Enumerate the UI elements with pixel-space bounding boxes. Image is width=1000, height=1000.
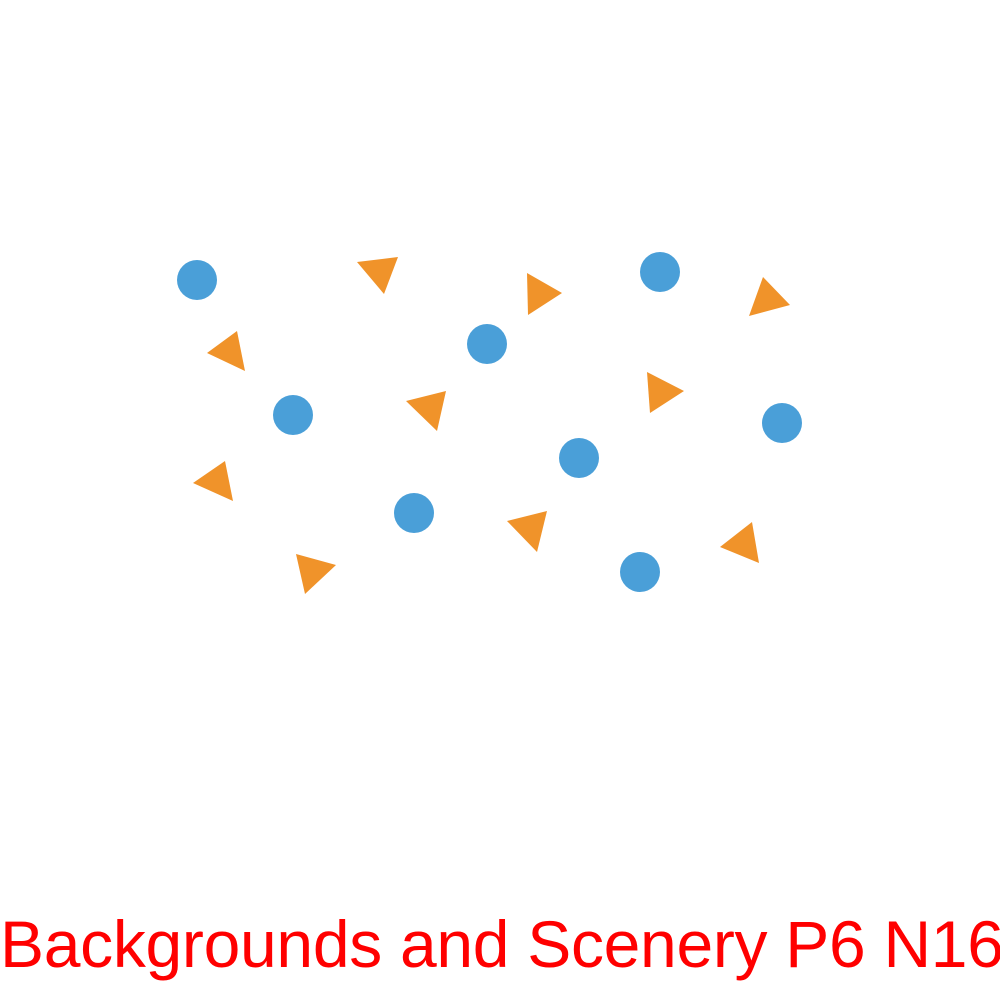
blue-circle bbox=[467, 324, 507, 364]
orange-triangle bbox=[193, 461, 233, 501]
blue-circle bbox=[559, 438, 599, 478]
blue-circle bbox=[273, 395, 313, 435]
triangle-group bbox=[193, 257, 790, 594]
blue-circle bbox=[620, 552, 660, 592]
caption-text: Backgrounds and Scenery P6 N16 bbox=[0, 907, 1000, 981]
orange-triangle bbox=[749, 277, 790, 316]
orange-triangle bbox=[207, 331, 245, 371]
orange-triangle bbox=[296, 554, 336, 594]
orange-triangle bbox=[406, 391, 446, 431]
orange-triangle bbox=[527, 273, 562, 315]
blue-circle bbox=[640, 252, 680, 292]
circle-group bbox=[177, 252, 802, 592]
blue-circle bbox=[177, 260, 217, 300]
blue-circle bbox=[394, 493, 434, 533]
orange-triangle bbox=[720, 522, 759, 563]
orange-triangle bbox=[357, 257, 398, 294]
blue-circle bbox=[762, 403, 802, 443]
orange-triangle bbox=[507, 511, 547, 552]
orange-triangle bbox=[647, 372, 684, 413]
